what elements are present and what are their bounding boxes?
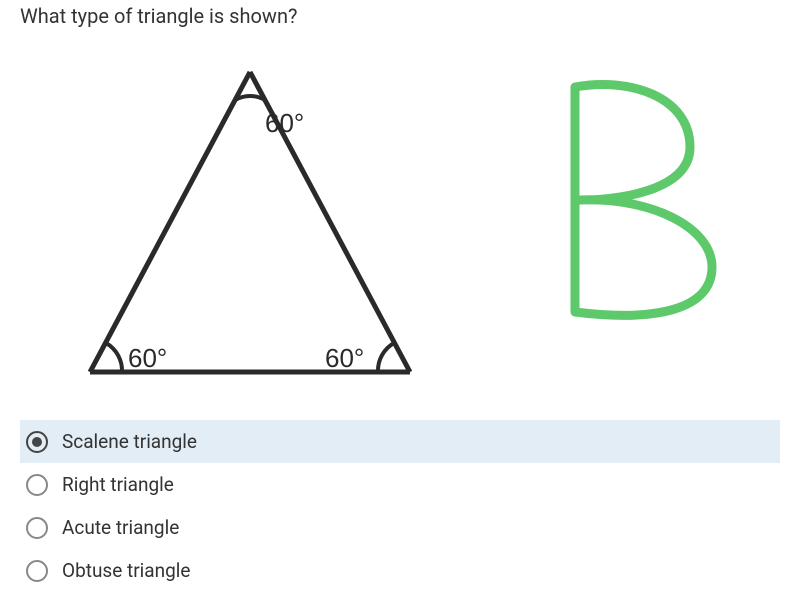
radio-icon (26, 517, 48, 539)
radio-icon (26, 560, 48, 582)
question-text: What type of triangle is shown? (0, 0, 800, 32)
radio-icon (26, 474, 48, 496)
angle-label-bottom-left: 60° (128, 343, 167, 373)
options-list: Scalene triangle Right triangle Acute tr… (0, 420, 800, 592)
radio-icon (26, 431, 48, 453)
option-label: Scalene triangle (62, 430, 197, 453)
annotation-letter-b (540, 62, 740, 342)
option-right[interactable]: Right triangle (20, 463, 780, 506)
option-acute[interactable]: Acute triangle (20, 506, 780, 549)
option-label: Acute triangle (62, 516, 179, 539)
angle-label-top: 60° (265, 108, 304, 138)
triangle-diagram: 60° 60° 60° (50, 52, 450, 412)
option-label: Obtuse triangle (62, 559, 191, 582)
option-label: Right triangle (62, 473, 174, 496)
option-scalene[interactable]: Scalene triangle (20, 420, 780, 463)
angle-label-bottom-right: 60° (325, 343, 364, 373)
option-obtuse[interactable]: Obtuse triangle (20, 549, 780, 592)
diagram-area: 60° 60° 60° (0, 32, 800, 412)
